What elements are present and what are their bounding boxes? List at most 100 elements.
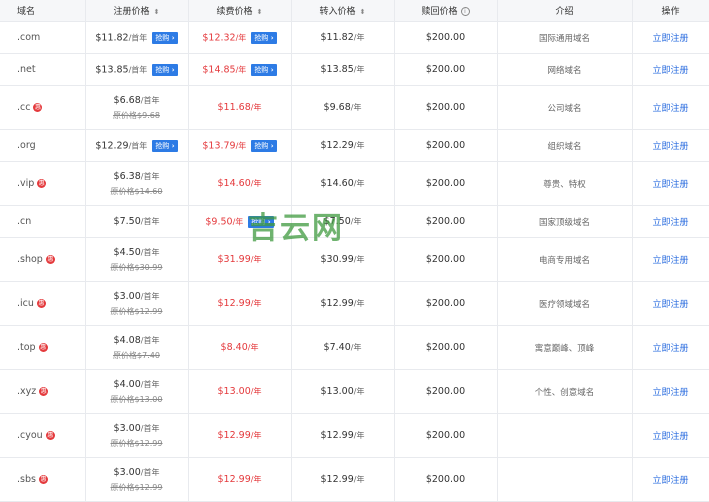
price-unit: /年 xyxy=(235,33,247,42)
register-link[interactable]: 立即注册 xyxy=(652,142,689,152)
action-cell: 立即注册 xyxy=(632,237,709,282)
domain-cell: .shop 惠 xyxy=(0,237,86,282)
header-cell[interactable]: 续费价格 ⬍ xyxy=(188,0,292,22)
price-unit: /年 xyxy=(247,343,259,352)
price-unit: /首年 xyxy=(140,291,160,301)
register-price-value: $3.00 xyxy=(113,290,141,302)
register-price-value: $7.50 xyxy=(113,216,141,227)
transfer-price-value: $14.60 xyxy=(320,178,354,189)
sort-icon[interactable]: ⬍ xyxy=(359,7,366,16)
header-cell[interactable]: 注册价格 ⬍ xyxy=(85,0,189,22)
intro-cell: 国家顶级域名 xyxy=(497,205,633,238)
price-unit: /首年 xyxy=(128,65,148,74)
table-row: .cc 惠 $6.68/首年 原价格$9.68 $11.68/年 $9.68/年 $200.… xyxy=(0,85,709,130)
renew-price-cell: $9.50/年 抢购 xyxy=(188,205,292,238)
promo-button[interactable]: 抢购 xyxy=(251,31,277,44)
register-price-value: $11.82 xyxy=(95,32,129,43)
transfer-price-value: $12.99 xyxy=(320,298,354,309)
promo-button[interactable]: 抢购 xyxy=(152,139,178,152)
transfer-price-cell: $13.85/年 xyxy=(291,53,395,86)
renew-price-cell: $12.32/年 抢购 xyxy=(188,21,292,54)
register-price-cell: $6.38/首年 原价格$14.60 xyxy=(85,161,189,206)
redeem-price-cell: $200.00 xyxy=(394,85,498,130)
register-link[interactable]: 立即注册 xyxy=(652,218,689,228)
register-link[interactable]: 立即注册 xyxy=(652,180,689,190)
register-price-cell: $3.00/首年 原价格$12.99 xyxy=(85,457,189,502)
domain-name: .com xyxy=(17,32,41,43)
register-price-cell: $11.82/首年 抢购 xyxy=(85,21,189,54)
original-price: 原价格$9.68 xyxy=(113,110,160,120)
domain-cell: .vip 惠 xyxy=(0,161,86,206)
price-unit: /年 xyxy=(250,299,262,308)
domain-cell: .org xyxy=(0,129,86,162)
renew-price-value: $13.79 xyxy=(202,140,236,151)
redeem-price: $200.00 xyxy=(425,216,466,227)
discount-badge: 惠 xyxy=(37,179,47,188)
discount-badge: 惠 xyxy=(39,387,49,396)
promo-button[interactable]: 抢购 xyxy=(152,31,178,44)
redeem-price: $200.00 xyxy=(425,342,466,353)
register-link[interactable]: 立即注册 xyxy=(652,34,689,44)
price-unit: /首年 xyxy=(128,33,148,42)
price-unit: /首年 xyxy=(140,335,160,345)
register-price-cell: $4.08/首年 原价格$7.40 xyxy=(85,325,189,370)
register-link[interactable]: 立即注册 xyxy=(652,344,689,354)
original-price: 原价格$12.99 xyxy=(110,482,163,492)
register-price-cell: $4.50/首年 原价格$30.99 xyxy=(85,237,189,282)
redeem-price-cell: $200.00 xyxy=(394,281,498,326)
header-cell[interactable]: 转入价格 ⬍ xyxy=(291,0,395,22)
transfer-price-cell: $11.82/年 xyxy=(291,21,395,54)
register-link[interactable]: 立即注册 xyxy=(652,104,689,114)
header-label: 赎回价格 xyxy=(421,7,458,17)
register-price-value: $3.00 xyxy=(113,422,141,434)
redeem-price-cell: $200.00 xyxy=(394,457,498,502)
table-row: .icu 惠 $3.00/首年 原价格$12.99 $12.99/年 $12.99/年 $2… xyxy=(0,281,709,326)
sort-icon[interactable]: ⬍ xyxy=(153,7,160,16)
header-cell: 介绍 xyxy=(497,0,633,22)
register-link[interactable]: 立即注册 xyxy=(652,476,689,486)
price-unit: /首年 xyxy=(140,217,160,226)
table-row: .shop 惠 $4.50/首年 原价格$30.99 $31.99/年 $30.99/年 $… xyxy=(0,237,709,282)
register-link[interactable]: 立即注册 xyxy=(652,388,689,398)
promo-button[interactable]: 抢购 xyxy=(152,63,178,76)
renew-price-value: $31.99 xyxy=(217,254,251,265)
register-link[interactable]: 立即注册 xyxy=(652,256,689,266)
intro-cell: 个性、创意域名 xyxy=(497,369,633,414)
action-cell: 立即注册 xyxy=(632,325,709,370)
register-link[interactable]: 立即注册 xyxy=(652,300,689,310)
renew-price-value: $14.60 xyxy=(217,178,251,189)
redeem-price-cell: $200.00 xyxy=(394,325,498,370)
table-body: .com$11.82/首年抢购$12.32/年抢购$11.82/年$200.00… xyxy=(0,21,709,502)
renew-price-cell: $14.60/年 xyxy=(188,161,292,206)
promo-button[interactable]: 抢购 xyxy=(251,63,277,76)
price-unit: /年 xyxy=(353,141,365,150)
domain-name: .cn xyxy=(17,216,32,227)
transfer-price-value: $11.82 xyxy=(320,32,354,43)
intro-text: 国家顶级域名 xyxy=(538,217,590,228)
domain-name: .org xyxy=(17,140,36,151)
register-price-cell: $3.00/首年 原价格$12.99 xyxy=(85,281,189,326)
domain-name: .vip xyxy=(17,178,35,189)
domain-cell: .com xyxy=(0,21,86,54)
transfer-price-value: $12.99 xyxy=(320,430,354,441)
intro-cell: 尊贵、特权 xyxy=(497,161,633,206)
info-icon[interactable]: i xyxy=(460,7,470,16)
promo-button[interactable]: 抢购 xyxy=(251,139,277,152)
redeem-price: $200.00 xyxy=(425,430,466,441)
promo-button[interactable]: 抢购 xyxy=(248,215,274,228)
domain-name: .top xyxy=(17,342,36,353)
register-link[interactable]: 立即注册 xyxy=(652,66,689,76)
table-row: .cn$7.50/首年$9.50/年抢购$7.50/年$200.00国家顶级域名… xyxy=(0,205,709,238)
renew-price-value: $9.50 xyxy=(205,216,233,227)
sort-icon[interactable]: ⬍ xyxy=(256,7,263,16)
header-label: 操作 xyxy=(661,7,680,17)
action-cell: 立即注册 xyxy=(632,205,709,238)
transfer-price-cell: $12.99/年 xyxy=(291,281,395,326)
renew-price-value: $8.40 xyxy=(220,342,248,353)
register-link[interactable]: 立即注册 xyxy=(652,432,689,442)
redeem-price: $200.00 xyxy=(425,386,466,397)
domain-name: .xyz xyxy=(17,386,37,397)
discount-badge: 惠 xyxy=(38,475,48,484)
redeem-price-cell: $200.00 xyxy=(394,413,498,458)
header-cell: 域名 xyxy=(0,0,86,22)
